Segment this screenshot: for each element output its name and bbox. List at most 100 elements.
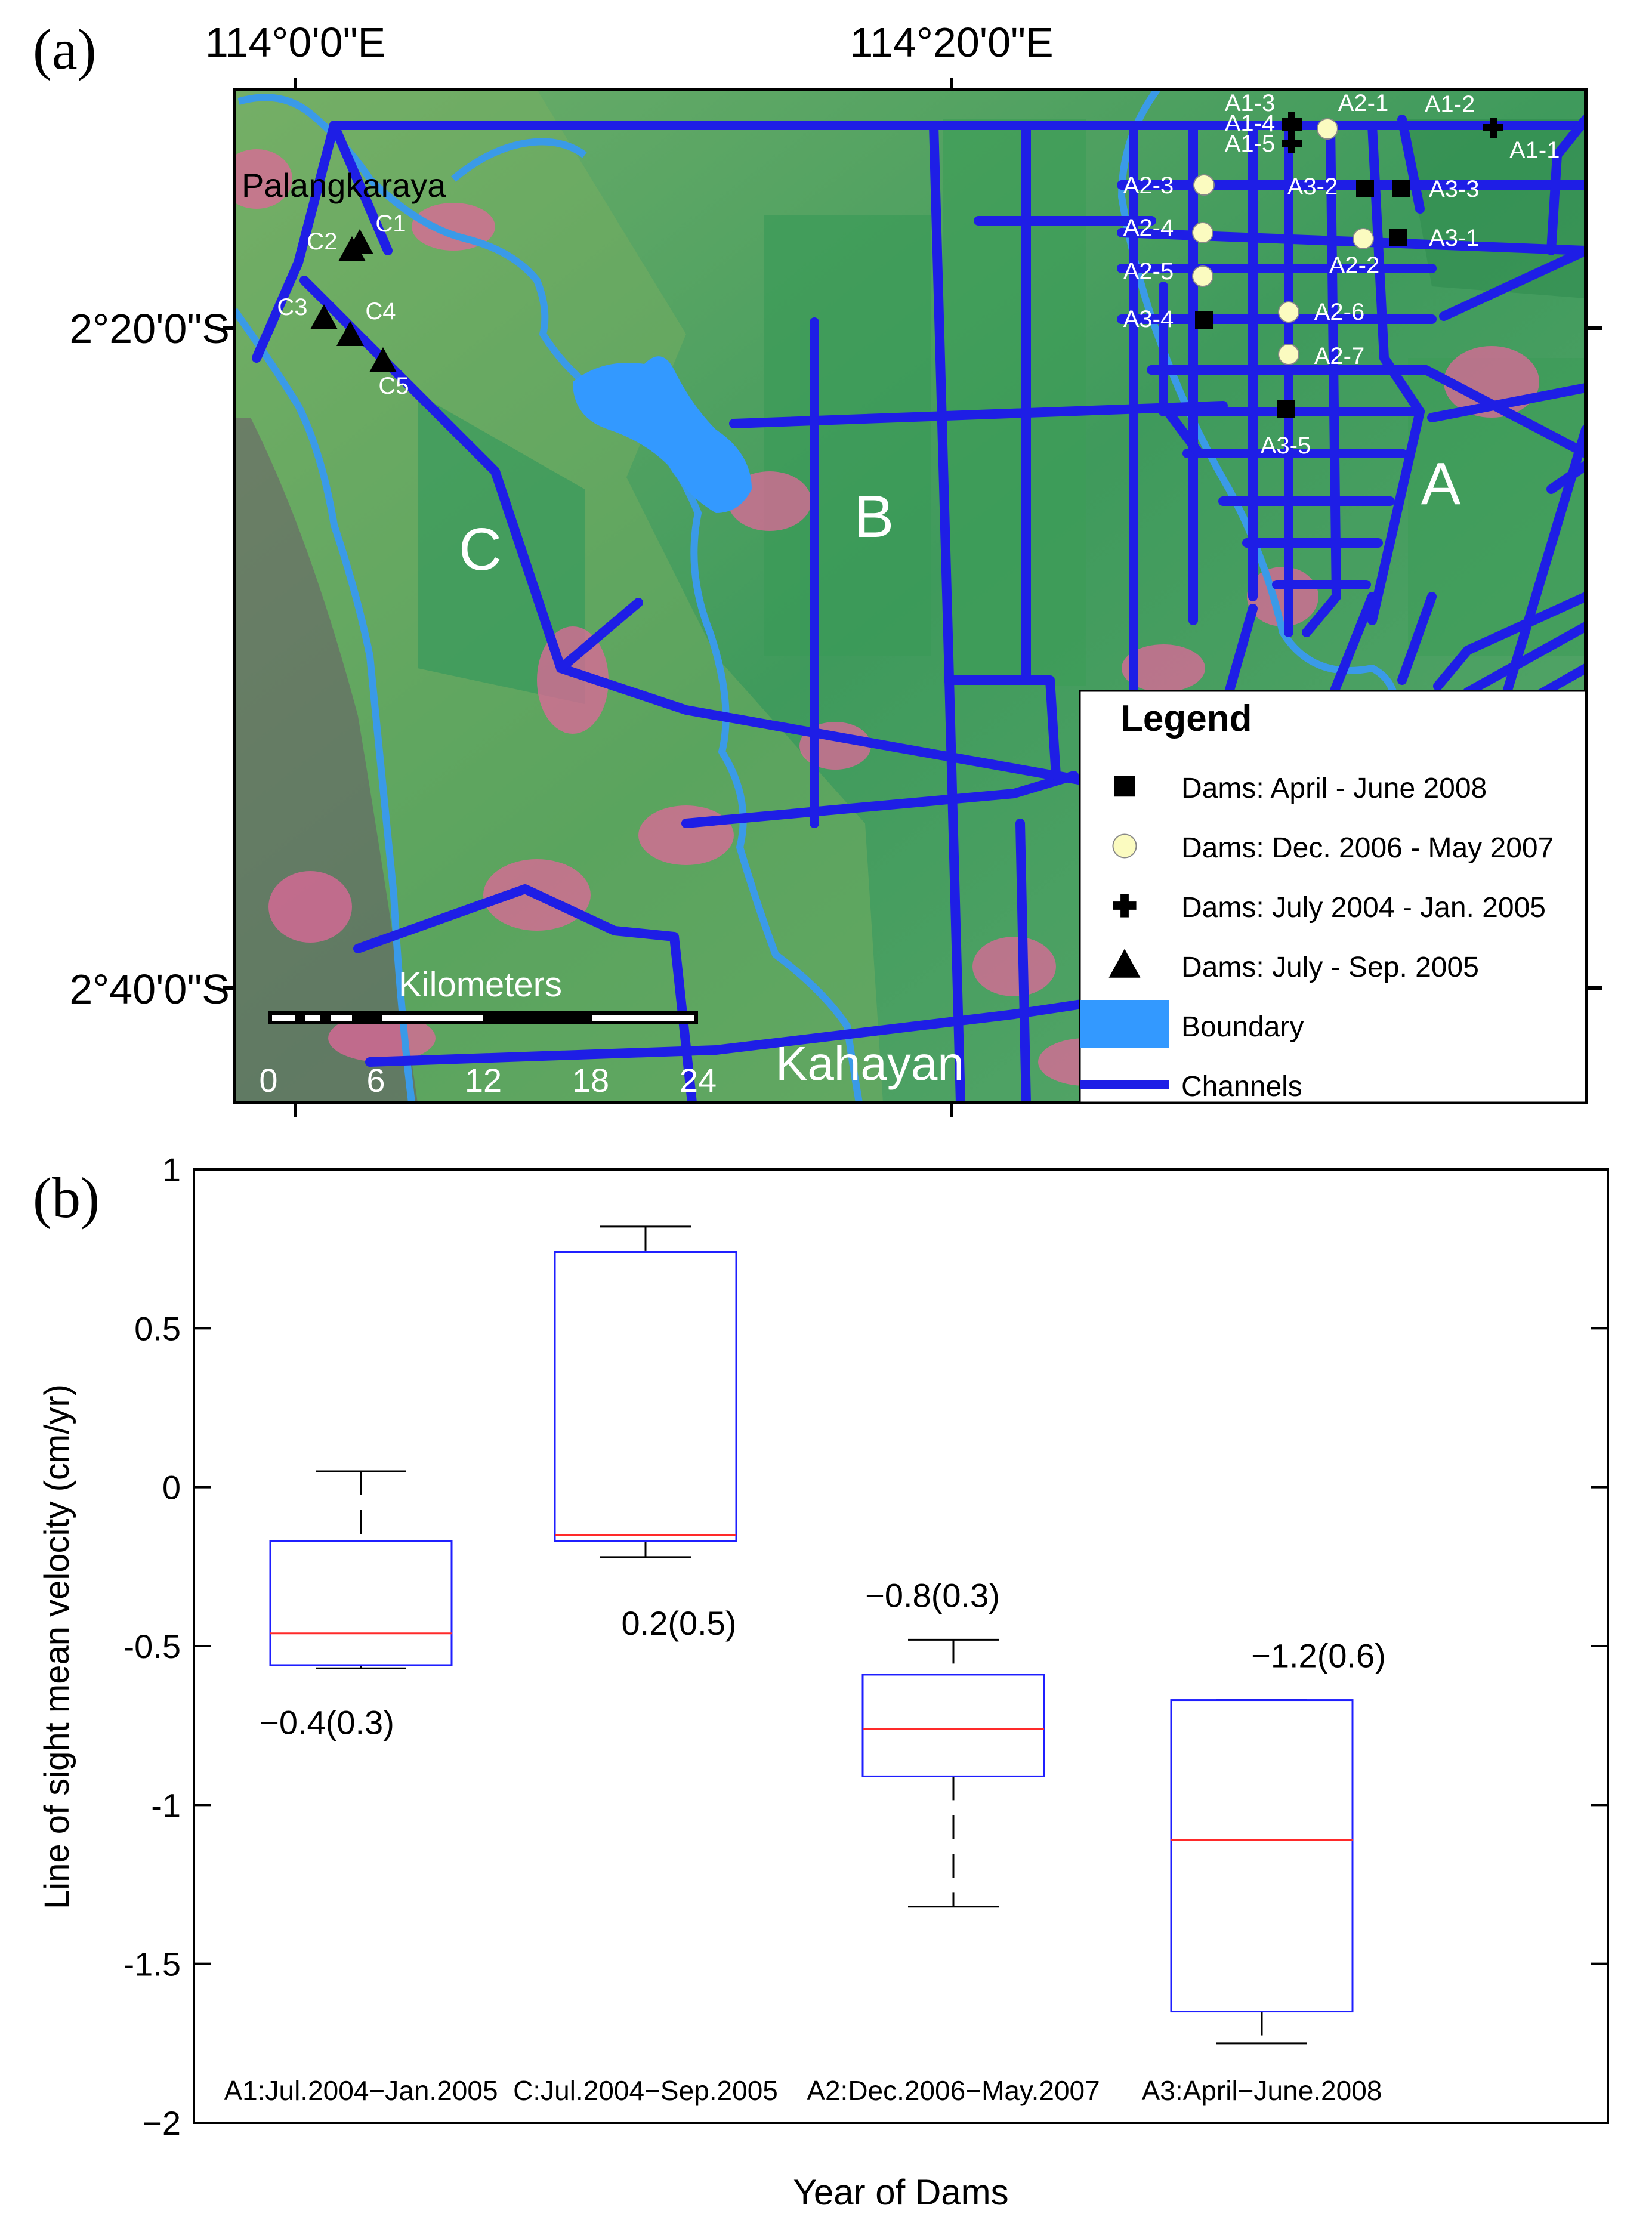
box-3: −0.8(0.3) A2:Dec.2006−May.2007 bbox=[807, 1576, 1100, 2106]
longitude-label-114-0: 114°0'0"E bbox=[205, 19, 385, 66]
scale-tick-12: 12 bbox=[465, 1061, 502, 1099]
scale-bar-title: Kilometers bbox=[399, 965, 562, 1004]
circle-marker bbox=[1192, 265, 1213, 287]
site-label-a1-2: A1-2 bbox=[1425, 91, 1475, 118]
square-shape bbox=[1389, 229, 1407, 246]
square-shape bbox=[1392, 180, 1410, 197]
legend-label: Dams: April - June 2008 bbox=[1181, 773, 1487, 804]
circle-marker bbox=[1192, 222, 1213, 243]
y-axis-label: Line of sight mean velocity (cm/yr) bbox=[38, 1384, 76, 1909]
legend-boundary-swatch bbox=[1080, 1000, 1169, 1048]
map-frame bbox=[233, 88, 1588, 1104]
circle-marker bbox=[1193, 174, 1215, 196]
square-marker bbox=[1277, 400, 1295, 418]
circle-shape bbox=[1278, 344, 1299, 365]
box-4: −1.2(0.6) A3:April−June.2008 bbox=[1142, 1637, 1386, 2106]
circle-marker bbox=[1353, 228, 1374, 249]
legend-label: Boundary bbox=[1181, 1011, 1304, 1043]
map-frame-ticks bbox=[223, 78, 1602, 1117]
y-tick-label: 0.5 bbox=[134, 1310, 181, 1347]
square-marker bbox=[1392, 180, 1410, 197]
scale-tick-18: 18 bbox=[572, 1061, 609, 1099]
site-label-a3-4: A3-4 bbox=[1123, 306, 1174, 332]
category-label: C:Jul.2004−Sep.2005 bbox=[513, 2075, 778, 2106]
area-label-a: A bbox=[1421, 450, 1461, 517]
square-marker bbox=[1114, 776, 1135, 797]
site-label-c4: C4 bbox=[365, 298, 396, 325]
category-label: A2:Dec.2006−May.2007 bbox=[807, 2075, 1100, 2106]
triangle-shape bbox=[1108, 949, 1141, 978]
circle-marker bbox=[1278, 344, 1299, 365]
square-marker bbox=[1356, 180, 1374, 197]
x-axis-label: Year of Dams bbox=[793, 2172, 1008, 2212]
site-label-a1-3: A1-3 bbox=[1225, 90, 1276, 116]
triangle-marker bbox=[369, 347, 397, 372]
circle-shape bbox=[1353, 228, 1374, 249]
box-annotation: 0.2(0.5) bbox=[622, 1604, 737, 1642]
y-tick-label: -1 bbox=[151, 1786, 181, 1824]
area-label-b: B bbox=[854, 483, 894, 550]
box-annotation: −1.2(0.6) bbox=[1251, 1637, 1386, 1675]
square-shape bbox=[1195, 311, 1213, 329]
site-label-a1-5: A1-5 bbox=[1225, 131, 1276, 157]
circle-marker bbox=[1112, 833, 1137, 859]
triangle-marker bbox=[1108, 949, 1141, 978]
circle-shape bbox=[1112, 833, 1137, 859]
site-label-a3-2: A3-2 bbox=[1287, 174, 1338, 200]
box-1: −0.4(0.3) A1:Jul.2004−Jan.2005 bbox=[224, 1470, 498, 2106]
triangle-shape bbox=[338, 236, 366, 261]
legend-item: Dams: April - June 2008 bbox=[1114, 773, 1487, 804]
map-legend: Legend Dams: April - June 2008 Dams: Dec.… bbox=[1079, 690, 1587, 1104]
legend-item: Dams: July 2004 - Jan. 2005 bbox=[1113, 892, 1546, 924]
legend-item: Channels bbox=[1080, 1071, 1302, 1103]
boundary-area bbox=[573, 356, 752, 513]
circle-shape bbox=[1192, 222, 1213, 243]
plot-frame bbox=[193, 1168, 1609, 2124]
boxes: −0.4(0.3) A1:Jul.2004−Jan.2005 0.2(0.5) C:J… bbox=[224, 1225, 1386, 2106]
area-label-c: C bbox=[459, 516, 502, 583]
plus-marker bbox=[1282, 133, 1302, 153]
longitude-label-114-20: 114°20'0"E bbox=[850, 19, 1053, 66]
box-annotation: −0.8(0.3) bbox=[865, 1576, 1000, 1614]
square-shape bbox=[1356, 180, 1374, 197]
y-tick-label: 0 bbox=[162, 1469, 181, 1506]
scale-tick-6: 6 bbox=[366, 1061, 385, 1099]
latitude-label-2-20: 2°20'0"S bbox=[69, 305, 230, 352]
box-2: 0.2(0.5) C:Jul.2004−Sep.2005 bbox=[513, 1225, 778, 2106]
plus-shape-v bbox=[1288, 118, 1295, 138]
box-body bbox=[1170, 1699, 1354, 2013]
legend-item: Dams: Dec. 2006 - May 2007 bbox=[1112, 832, 1554, 864]
box-body bbox=[554, 1251, 737, 1542]
triangle-shape bbox=[310, 304, 338, 329]
river-label-kahayan: Kahayan bbox=[776, 1037, 964, 1090]
legend-label: Dams: July 2004 - Jan. 2005 bbox=[1181, 892, 1546, 924]
site-label-a2-5: A2-5 bbox=[1123, 258, 1174, 285]
dam-site-markers: A1-1 A1-2 A1-3A1-4A1-5 A2-1 A2-2 A2-3 A2-4 A2-5… bbox=[277, 90, 1560, 459]
legend-label: Dams: Dec. 2006 - May 2007 bbox=[1181, 832, 1554, 864]
y-tick-label: −2 bbox=[143, 2104, 181, 2142]
scale-tick-24: 24 bbox=[680, 1061, 717, 1099]
category-label: A3:April−June.2008 bbox=[1142, 2075, 1382, 2106]
triangle-marker bbox=[338, 236, 366, 261]
site-label-a2-7: A2-7 bbox=[1314, 343, 1365, 369]
legend-label: Channels bbox=[1181, 1071, 1302, 1103]
triangle-marker bbox=[310, 304, 338, 329]
square-marker bbox=[1195, 311, 1213, 329]
site-label-a2-1: A2-1 bbox=[1338, 90, 1389, 116]
square-shape bbox=[1114, 776, 1135, 797]
scale-tick-0: 0 bbox=[259, 1061, 277, 1099]
circle-marker bbox=[1278, 301, 1299, 323]
plus-shape-v bbox=[1120, 894, 1129, 918]
site-label-c5: C5 bbox=[378, 373, 409, 399]
plus-marker bbox=[1483, 118, 1503, 138]
box-body bbox=[861, 1674, 1045, 1777]
plus-marker bbox=[1282, 118, 1302, 138]
circle-marker bbox=[1317, 118, 1338, 140]
site-label-a2-6: A2-6 bbox=[1314, 299, 1365, 325]
site-label-c3: C3 bbox=[277, 294, 307, 320]
plus-marker bbox=[1113, 894, 1137, 918]
y-tick-label: 1 bbox=[162, 1151, 181, 1188]
square-shape bbox=[1277, 400, 1295, 418]
site-label-c2: C2 bbox=[307, 229, 337, 255]
y-tick-label: -1.5 bbox=[123, 1946, 181, 1983]
